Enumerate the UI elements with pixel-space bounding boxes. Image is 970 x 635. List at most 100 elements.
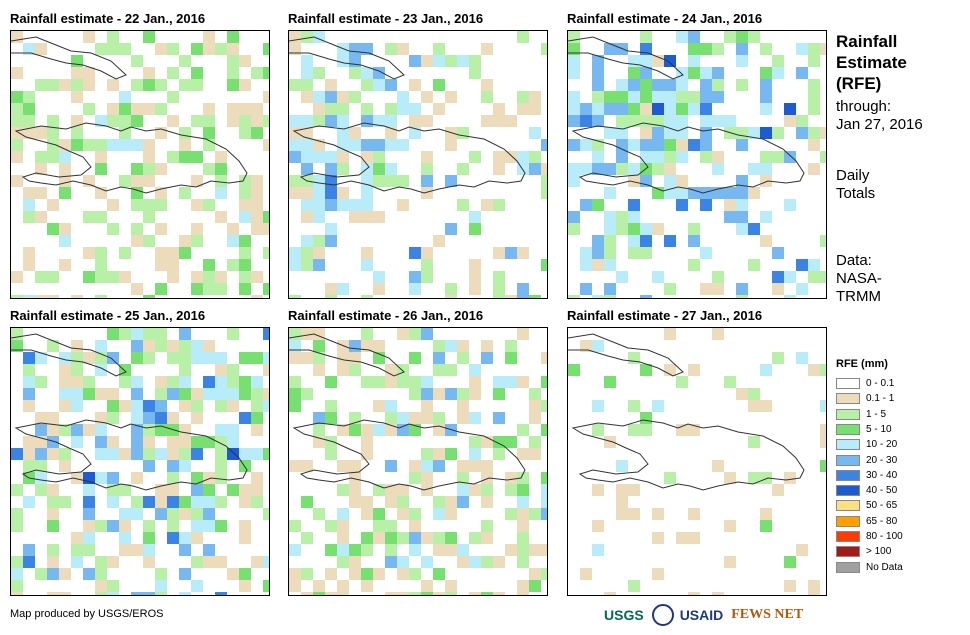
rainfall-cell [95, 520, 107, 532]
rainfall-cell [47, 340, 59, 352]
rainfall-cell [736, 388, 748, 400]
rainfall-cell [35, 295, 47, 298]
rainfall-cell [481, 520, 493, 532]
rainfall-cell [251, 103, 263, 115]
rainfall-map[interactable] [567, 327, 827, 596]
rainfall-cell [640, 223, 652, 235]
rainfall-cell [457, 199, 469, 211]
rainfall-cell [239, 175, 251, 187]
rainfall-cell [373, 400, 385, 412]
cuba-coastline [11, 333, 127, 377]
rainfall-cell [397, 484, 409, 496]
rainfall-cell [784, 295, 796, 298]
rainfall-cell [688, 592, 700, 595]
rainfall-cell [373, 520, 385, 532]
rainfall-cell [724, 187, 736, 199]
rainfall-cell [664, 151, 676, 163]
rainfall-cell [652, 163, 664, 175]
rainfall-cell [337, 115, 349, 127]
rainfall-cell [409, 472, 421, 484]
rainfall-cell [107, 79, 119, 91]
rainfall-cell [349, 556, 361, 568]
rainfall-cell [481, 43, 493, 55]
rainfall-cell [107, 592, 119, 595]
rainfall-cell [35, 79, 47, 91]
rainfall-cell [688, 31, 700, 43]
rainfall-cell [167, 43, 179, 55]
rainfall-cell [652, 139, 664, 151]
rainfall-cell [421, 328, 433, 340]
rainfall-cell [700, 151, 712, 163]
rainfall-cell [700, 199, 712, 211]
rainfall-cell [409, 103, 421, 115]
rainfall-cell [421, 460, 433, 472]
rainfall-cell [517, 163, 529, 175]
cuba-coastline [568, 333, 684, 377]
rainfall-map[interactable] [288, 327, 548, 596]
rainfall-cell [664, 139, 676, 151]
rainfall-cell [796, 283, 808, 295]
rainfall-map[interactable] [288, 30, 548, 299]
rainfall-cell [361, 376, 373, 388]
rainfall-cell [35, 151, 47, 163]
rainfall-cell [191, 580, 203, 592]
rainfall-map[interactable] [567, 30, 827, 299]
rainfall-cell [59, 460, 71, 472]
legend-swatch [836, 546, 860, 558]
rainfall-cell [700, 79, 712, 91]
rainfall-cell [361, 436, 373, 448]
rainfall-cell [397, 508, 409, 520]
rainfall-cell [95, 388, 107, 400]
rainfall-cell [215, 400, 227, 412]
rainfall-cell [35, 352, 47, 364]
rainfall-cell [215, 163, 227, 175]
rainfall-cell [35, 127, 47, 139]
rainfall-cell [143, 352, 155, 364]
rainfall-cell [628, 175, 640, 187]
rainfall-cell [107, 472, 119, 484]
rainfall-cell [131, 424, 143, 436]
rainfall-cell [251, 295, 263, 298]
rainfall-cell [541, 175, 547, 187]
rainfall-cell [772, 271, 784, 283]
rainfall-cell [724, 31, 736, 43]
rainfall-cell [95, 247, 107, 259]
rainfall-cell [481, 340, 493, 352]
rainfall-map[interactable] [10, 327, 270, 596]
rainfall-cell [421, 271, 433, 283]
rainfall-cell [445, 592, 457, 595]
rainfall-cell [251, 67, 263, 79]
rainfall-cell [760, 163, 772, 175]
rainfall-cell [215, 151, 227, 163]
rainfall-cell [505, 472, 517, 484]
rainfall-cell [337, 460, 349, 472]
rainfall-cell [191, 43, 203, 55]
rainfall-cell [808, 127, 820, 139]
rainfall-cell [167, 388, 179, 400]
rainfall-cell [47, 592, 59, 595]
rainfall-cell [289, 79, 301, 91]
rainfall-cell [397, 364, 409, 376]
rainfall-cell [251, 211, 263, 223]
rainfall-cell [313, 211, 325, 223]
rainfall-cell [215, 472, 227, 484]
rainfall-cell [421, 532, 433, 544]
rainfall-cell [457, 544, 469, 556]
rainfall-cell [251, 115, 263, 127]
rainfall-cell [640, 175, 652, 187]
rainfall-cell [724, 520, 736, 532]
rainfall-cell [289, 247, 301, 259]
rainfall-cell [337, 55, 349, 67]
rainfall-cell [652, 400, 664, 412]
rainfall-cell [700, 139, 712, 151]
rainfall-cell [167, 247, 179, 259]
rainfall-cell [628, 223, 640, 235]
rainfall-cell [47, 115, 59, 127]
rainfall-cell [251, 187, 263, 199]
rainfall-cell [119, 43, 131, 55]
rainfall-map[interactable] [10, 30, 270, 299]
rainfall-cell [517, 376, 529, 388]
rainfall-cell [215, 283, 227, 295]
rainfall-cell [119, 508, 131, 520]
rainfall-cell [469, 484, 481, 496]
